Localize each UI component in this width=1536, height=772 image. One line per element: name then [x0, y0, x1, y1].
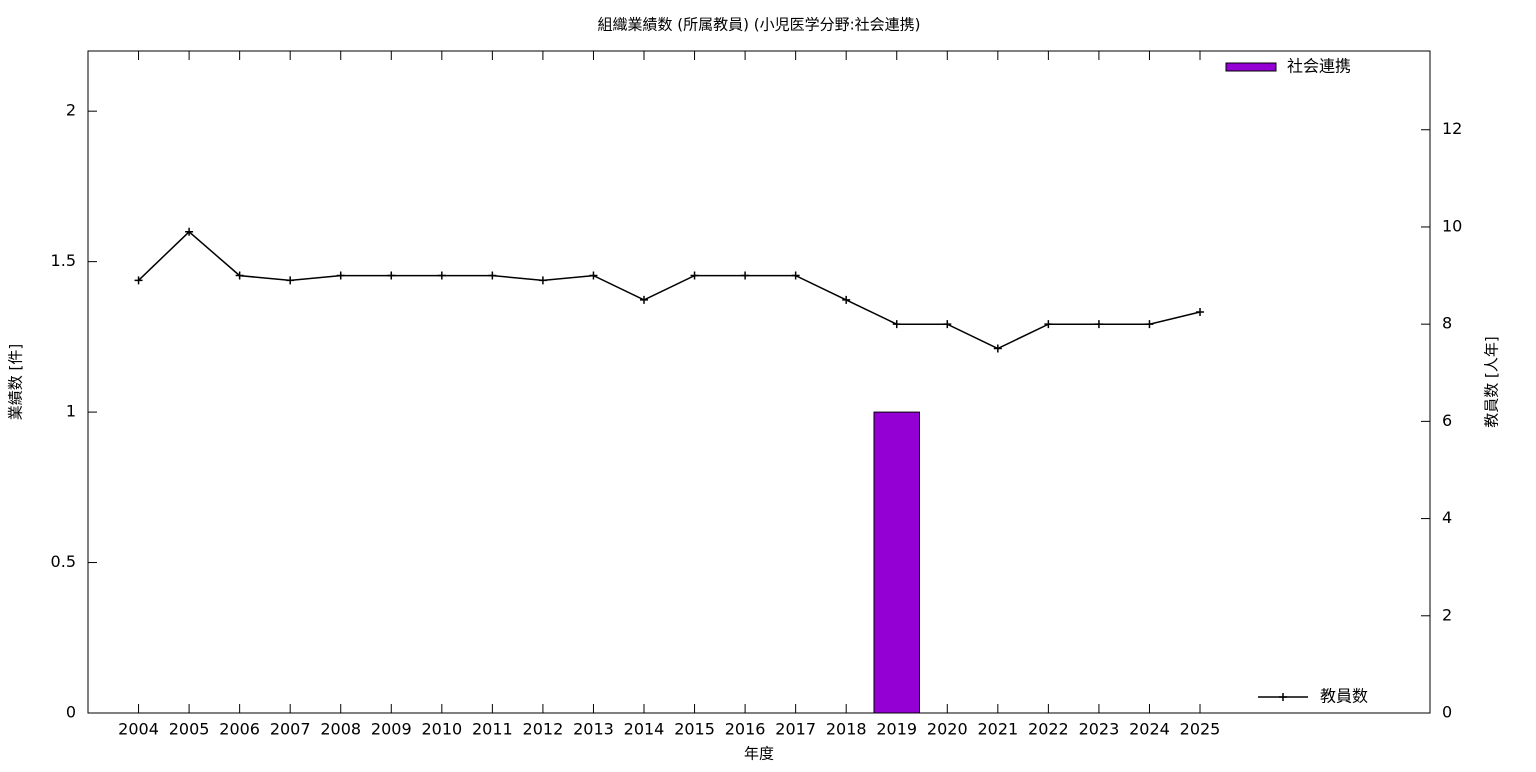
x-tick-label: 2008	[320, 720, 361, 739]
point-marker	[387, 271, 396, 280]
legend-marker	[1279, 693, 1287, 701]
bar	[873, 411, 920, 714]
y-tick-label: 2	[66, 101, 76, 120]
point-marker	[1145, 320, 1154, 329]
point-marker	[943, 320, 952, 329]
point-marker	[336, 271, 345, 280]
x-tick-label: 2009	[371, 720, 412, 739]
x-tick-label: 2019	[876, 720, 917, 739]
y2-tick-label: 10	[1442, 216, 1462, 235]
x-tick-label: 2011	[472, 720, 513, 739]
point-marker	[437, 271, 446, 280]
line	[137, 230, 1201, 350]
y2-axis-label: 教員数 [人年]	[1483, 336, 1501, 427]
x-tick-label: 2004	[118, 720, 159, 739]
legend-label: 教員数	[1320, 687, 1368, 706]
point-marker	[842, 295, 851, 304]
chart-title: 組織業績数 (所属教員) (小児医学分野:社会連携)	[597, 16, 920, 34]
point-marker	[134, 276, 143, 285]
x-axis-label: 年度	[744, 745, 774, 763]
plot-frame	[87, 50, 1431, 714]
y2-tick-label: 6	[1442, 411, 1452, 430]
point-marker	[690, 271, 699, 280]
x-tick-label: 2018	[826, 720, 867, 739]
x-tick-label: 2023	[1079, 720, 1120, 739]
y-tick-label: 0.5	[51, 552, 76, 571]
y-tick-label: 0	[66, 703, 76, 722]
point-marker	[741, 271, 750, 280]
point-marker	[185, 227, 194, 236]
legend-swatch	[1225, 62, 1277, 72]
x-tick-label: 2007	[270, 720, 311, 739]
point-marker	[640, 295, 649, 304]
x-tick-label: 2017	[775, 720, 816, 739]
y2-tick-label: 2	[1442, 605, 1452, 624]
x-tick-label: 2006	[219, 720, 260, 739]
point-marker	[286, 276, 295, 285]
y2-tick-label: 4	[1442, 508, 1452, 527]
x-tick-label: 2010	[421, 720, 462, 739]
y-axis-label: 業績数 [件]	[7, 344, 25, 420]
y2-tick-label: 12	[1442, 119, 1462, 138]
point-marker	[993, 344, 1002, 353]
x-tick-label: 2012	[523, 720, 564, 739]
legend-label: 社会連携	[1287, 57, 1351, 76]
x-tick-label: 2020	[927, 720, 968, 739]
x-tick-label: 2022	[1028, 720, 1069, 739]
point-marker	[892, 320, 901, 329]
point-marker	[538, 276, 547, 285]
y-tick-label: 1.5	[51, 251, 76, 270]
x-tick-label: 2014	[624, 720, 665, 739]
point-marker	[791, 271, 800, 280]
point-marker	[1196, 308, 1205, 317]
y2-tick-label: 8	[1442, 314, 1452, 333]
point-marker	[488, 271, 497, 280]
point-marker	[589, 271, 598, 280]
x-tick-label: 2024	[1129, 720, 1170, 739]
x-tick-label: 2016	[725, 720, 766, 739]
point-marker	[235, 271, 244, 280]
x-tick-label: 2025	[1180, 720, 1221, 739]
x-tick-label: 2013	[573, 720, 614, 739]
y2-tick-label: 0	[1442, 703, 1452, 722]
point-marker	[1044, 320, 1053, 329]
x-tick-label: 2015	[674, 720, 715, 739]
x-tick-label: 2005	[169, 720, 210, 739]
x-tick-label: 2021	[977, 720, 1018, 739]
point-marker	[1094, 320, 1103, 329]
y-tick-label: 1	[66, 402, 76, 421]
